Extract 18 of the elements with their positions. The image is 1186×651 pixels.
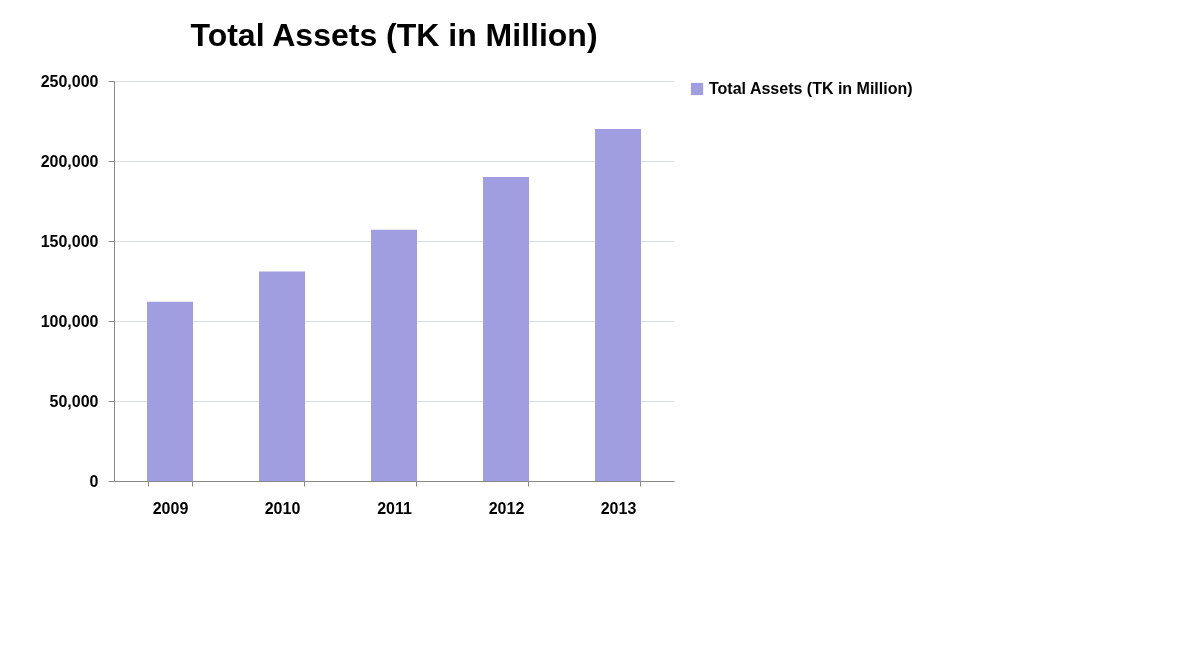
y-tick-label: 200,000 [40, 152, 99, 170]
y-tick-label: 100,000 [40, 312, 99, 330]
x-tick-label: 2009 [152, 499, 189, 517]
bar [259, 271, 305, 481]
bar [147, 301, 193, 481]
bar [371, 229, 417, 481]
legend-label: Total Assets (TK in Million) [709, 80, 913, 97]
x-tick-label: 2012 [488, 499, 525, 517]
bar [595, 129, 641, 481]
bar [483, 177, 529, 481]
y-tick-label: 0 [89, 472, 99, 490]
y-tick-label: 50,000 [49, 392, 99, 410]
x-tick-label: 2010 [264, 499, 301, 517]
chart-title: Total Assets (TK in Million) [190, 17, 598, 53]
y-tick-label: 150,000 [40, 232, 99, 250]
x-tick-label: 2013 [600, 499, 637, 517]
y-tick-label: 250,000 [40, 72, 99, 90]
x-tick-label: 2011 [377, 499, 412, 517]
